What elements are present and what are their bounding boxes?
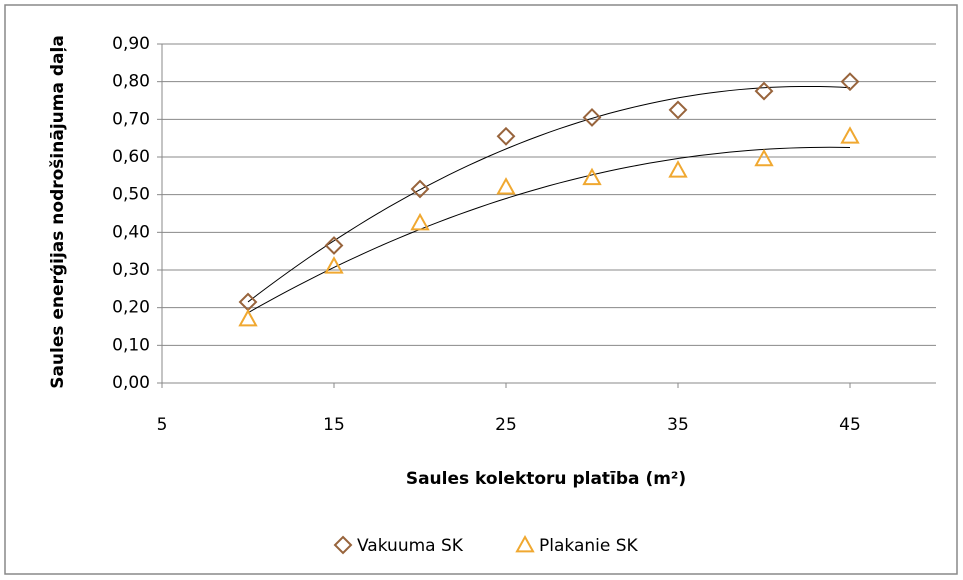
y-tick-label: 0,00 [112,373,150,393]
y-tick-label: 0,10 [112,335,150,355]
data-point [668,160,688,178]
x-tick-label: 25 [495,415,517,435]
y-tick-label: 0,50 [112,185,150,205]
data-point [238,308,258,327]
x-tick-label: 35 [667,415,689,435]
trendline [247,85,851,303]
legend-label: Vakuuma SK [357,536,464,556]
data-point [496,126,516,146]
data-point [496,177,516,195]
y-tick-label: 0,90 [112,34,150,54]
y-tick-label: 0,70 [112,109,150,129]
trendline [247,146,851,314]
data-point [840,126,860,144]
y-tick-label: 0,60 [112,147,150,167]
data-point [840,72,860,92]
chart-frame [4,4,958,575]
y-tick-label: 0,80 [112,72,150,92]
x-tick-label: 5 [157,415,168,435]
x-tick-label: 15 [323,415,345,435]
x-tick-label: 45 [839,415,861,435]
data-point [582,108,602,127]
data-point [410,212,430,231]
legend-marker [333,535,353,555]
x-axis-label: Saules kolektoru platība (m²) [406,469,686,489]
data-point [754,148,774,167]
legend-label: Plakanie SK [539,536,639,556]
y-tick-label: 0,20 [112,298,150,318]
y-tick-label: 0,30 [112,260,150,280]
data-point [324,256,344,274]
legend-marker [515,534,535,553]
y-tick-label: 0,40 [112,222,150,242]
y-axis-label: Saules enerģijas nodrošinājuma daļa [48,35,68,389]
data-point [324,236,344,255]
data-point [668,100,688,120]
data-point [410,179,430,199]
data-point [754,81,774,101]
data-point [582,167,602,186]
